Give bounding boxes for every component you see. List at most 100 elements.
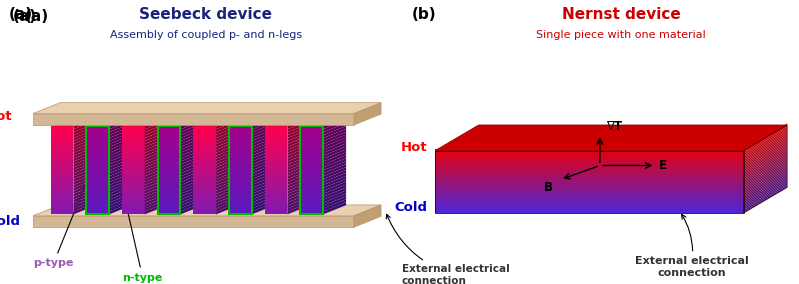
Polygon shape [288, 155, 311, 168]
Polygon shape [435, 172, 744, 173]
Polygon shape [193, 194, 216, 197]
Text: (a): (a) [12, 9, 37, 24]
Polygon shape [264, 200, 288, 203]
Polygon shape [435, 207, 744, 208]
Polygon shape [193, 203, 216, 206]
Polygon shape [109, 155, 132, 168]
Polygon shape [435, 155, 744, 156]
Polygon shape [122, 200, 145, 203]
Polygon shape [216, 120, 239, 132]
Polygon shape [264, 206, 288, 208]
Polygon shape [300, 182, 323, 185]
Polygon shape [435, 182, 744, 183]
Polygon shape [109, 199, 132, 212]
Polygon shape [264, 164, 288, 168]
Polygon shape [264, 194, 288, 197]
Polygon shape [122, 188, 145, 191]
Polygon shape [435, 187, 744, 188]
Polygon shape [435, 184, 744, 185]
Polygon shape [252, 185, 275, 197]
Polygon shape [198, 122, 256, 125]
Polygon shape [744, 170, 787, 197]
Polygon shape [157, 162, 181, 164]
Polygon shape [145, 179, 168, 191]
Polygon shape [229, 150, 252, 153]
Polygon shape [122, 164, 145, 168]
Polygon shape [86, 164, 109, 168]
Polygon shape [193, 129, 216, 132]
Polygon shape [435, 185, 744, 187]
Polygon shape [323, 152, 346, 164]
Polygon shape [252, 182, 275, 194]
Polygon shape [157, 173, 181, 176]
Polygon shape [51, 153, 74, 156]
Text: Cold: Cold [0, 215, 21, 228]
Polygon shape [300, 179, 323, 182]
Polygon shape [252, 141, 275, 153]
Polygon shape [74, 126, 97, 138]
Polygon shape [181, 187, 204, 200]
Polygon shape [193, 212, 216, 214]
Polygon shape [288, 179, 311, 191]
Polygon shape [157, 182, 181, 185]
Polygon shape [51, 117, 97, 126]
Polygon shape [74, 143, 97, 156]
Polygon shape [252, 196, 275, 208]
Polygon shape [74, 185, 97, 197]
Polygon shape [51, 156, 74, 159]
Polygon shape [181, 135, 204, 147]
Polygon shape [51, 132, 74, 135]
Polygon shape [109, 132, 132, 144]
Polygon shape [323, 196, 346, 208]
Polygon shape [157, 144, 181, 147]
Polygon shape [435, 209, 744, 210]
Polygon shape [181, 143, 204, 156]
Polygon shape [323, 147, 346, 159]
Polygon shape [744, 123, 787, 151]
Polygon shape [288, 191, 311, 203]
Polygon shape [109, 173, 132, 185]
Polygon shape [288, 193, 311, 206]
Polygon shape [252, 167, 275, 179]
Polygon shape [122, 194, 145, 197]
Polygon shape [216, 187, 239, 200]
Polygon shape [229, 164, 252, 168]
Polygon shape [122, 197, 145, 200]
Polygon shape [86, 212, 109, 214]
Polygon shape [157, 208, 181, 212]
Polygon shape [51, 129, 74, 132]
Polygon shape [86, 153, 109, 156]
Polygon shape [435, 180, 744, 181]
Text: Single piece with one material: Single piece with one material [536, 30, 706, 40]
Polygon shape [193, 141, 216, 144]
Polygon shape [157, 176, 181, 179]
Polygon shape [229, 162, 252, 164]
Polygon shape [109, 126, 132, 138]
Polygon shape [216, 193, 239, 206]
Polygon shape [323, 161, 346, 173]
Polygon shape [122, 126, 145, 129]
Polygon shape [744, 165, 787, 192]
Polygon shape [193, 135, 216, 138]
Polygon shape [51, 147, 74, 150]
Polygon shape [109, 141, 132, 153]
Polygon shape [216, 164, 239, 176]
Polygon shape [264, 150, 288, 153]
Polygon shape [51, 200, 74, 203]
Polygon shape [252, 138, 275, 150]
Polygon shape [74, 199, 97, 212]
Polygon shape [145, 149, 168, 162]
Polygon shape [323, 143, 346, 156]
Polygon shape [264, 203, 288, 206]
Polygon shape [435, 195, 744, 196]
Polygon shape [74, 179, 97, 191]
Polygon shape [86, 194, 109, 197]
Polygon shape [252, 179, 275, 191]
Polygon shape [288, 152, 311, 164]
Polygon shape [288, 173, 311, 185]
Polygon shape [122, 144, 145, 147]
Polygon shape [229, 179, 252, 182]
Polygon shape [252, 120, 275, 132]
Polygon shape [252, 173, 275, 185]
Polygon shape [74, 138, 97, 150]
